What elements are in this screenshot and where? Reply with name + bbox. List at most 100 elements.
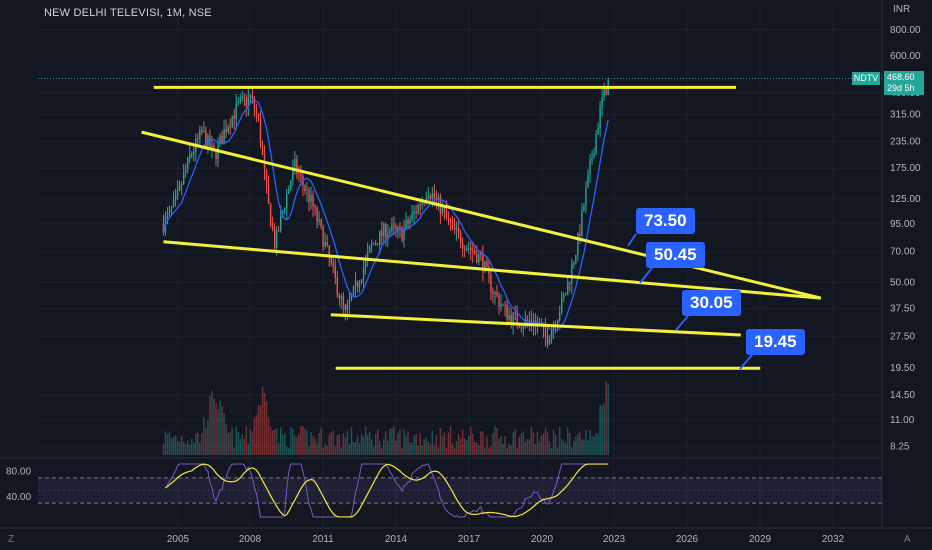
candle-body (421, 200, 423, 206)
x-tick-label: 2020 (531, 534, 554, 545)
candle-body (318, 219, 320, 222)
candle-body (209, 135, 211, 148)
candle-body (320, 219, 322, 227)
candle-body (239, 98, 241, 102)
last-price-tag: 468.60 29d 5h (884, 71, 924, 95)
volume-bar (514, 429, 516, 455)
volume-bar (421, 445, 423, 455)
candle-body (409, 219, 411, 224)
candle-body (290, 180, 292, 189)
candle-body (225, 129, 227, 132)
volume-bar (465, 439, 468, 455)
rsi-tick-label: 80.00 (6, 467, 31, 478)
volume-bar (554, 433, 557, 455)
volume-bar (354, 442, 357, 455)
volume-bar (375, 433, 377, 455)
volume-bar (324, 443, 326, 455)
volume-bar (306, 430, 308, 455)
volume-bar (385, 431, 387, 455)
candle-body (573, 262, 575, 265)
volume-bar (358, 443, 361, 455)
last-price: 468.60 (887, 72, 915, 82)
volume-bar (425, 437, 427, 455)
volume-bar (286, 446, 288, 455)
volume-bar (441, 436, 444, 455)
volume-bar (536, 431, 539, 455)
callout-50-45: 50.45 (646, 242, 705, 268)
candle-body (486, 261, 488, 267)
volume-bar (170, 437, 173, 455)
candle-body (199, 129, 201, 139)
y-tick-label: 70.00 (890, 247, 915, 258)
candle-body (502, 304, 504, 306)
rsi-tick-label: 40.00 (6, 492, 31, 503)
volume-bar (338, 434, 341, 455)
candle-body (201, 129, 203, 132)
volume-bar (231, 427, 233, 455)
candle-body (191, 154, 193, 156)
candle-body (474, 251, 476, 255)
volume-bar (433, 445, 436, 455)
candle-body (213, 145, 215, 152)
volume-bar (243, 438, 246, 455)
timezone-button[interactable]: Z (8, 534, 15, 545)
volume-bar (476, 442, 478, 455)
candle-body (419, 204, 421, 206)
volume-bar (328, 434, 330, 455)
volume-bar (245, 425, 248, 455)
volume-bar (229, 432, 231, 455)
volume-bar (447, 432, 450, 455)
volume-bar (166, 433, 169, 455)
candle-body (326, 242, 328, 246)
candle-body (601, 97, 603, 107)
volume-bar (407, 431, 409, 455)
y-tick-label: 95.00 (890, 219, 915, 230)
x-tick-label: 2032 (822, 534, 845, 545)
volume-bar (180, 435, 183, 455)
candle-body (492, 291, 494, 295)
candle-body (401, 228, 403, 241)
volume-bar (470, 426, 472, 455)
volume-bar (387, 441, 389, 455)
volume-bar (348, 443, 351, 455)
volume-bar (581, 439, 583, 455)
y-tick-label: 19.50 (890, 363, 915, 374)
candle-body (221, 135, 223, 144)
volume-bar (579, 431, 581, 455)
volume-bar (467, 436, 470, 455)
candle-body (255, 109, 258, 114)
volume-bar (585, 429, 587, 455)
candle-body (520, 327, 522, 329)
candle-body (395, 226, 397, 229)
candle-body (399, 227, 401, 229)
candle-body (168, 208, 171, 213)
volume-bar (294, 435, 296, 455)
volume-bar (565, 443, 567, 455)
volume-bar (298, 434, 300, 455)
candle-body (360, 279, 363, 284)
candle-body (251, 95, 254, 99)
volume-bar (601, 405, 603, 455)
candle-body (589, 160, 591, 175)
volume-bar (174, 435, 177, 455)
candle-body (443, 207, 446, 211)
volume-bar (508, 443, 510, 455)
volume-bar (235, 426, 237, 455)
candle-body (498, 295, 500, 307)
candle-body (581, 210, 583, 236)
volume-bar (461, 429, 464, 455)
volume-bar (486, 436, 488, 455)
candle-body (286, 193, 288, 209)
volume-bar (419, 433, 421, 455)
candle-body (389, 230, 391, 234)
auto-scale-button[interactable]: A (904, 534, 911, 545)
x-tick-label: 2017 (458, 534, 481, 545)
volume-bar (500, 435, 502, 455)
volume-bar (207, 420, 209, 455)
volume-bar (197, 432, 199, 455)
candle-body (346, 304, 349, 310)
candle-body (172, 199, 175, 207)
y-tick-label: 125.00 (890, 194, 921, 205)
candle-body (449, 218, 452, 223)
